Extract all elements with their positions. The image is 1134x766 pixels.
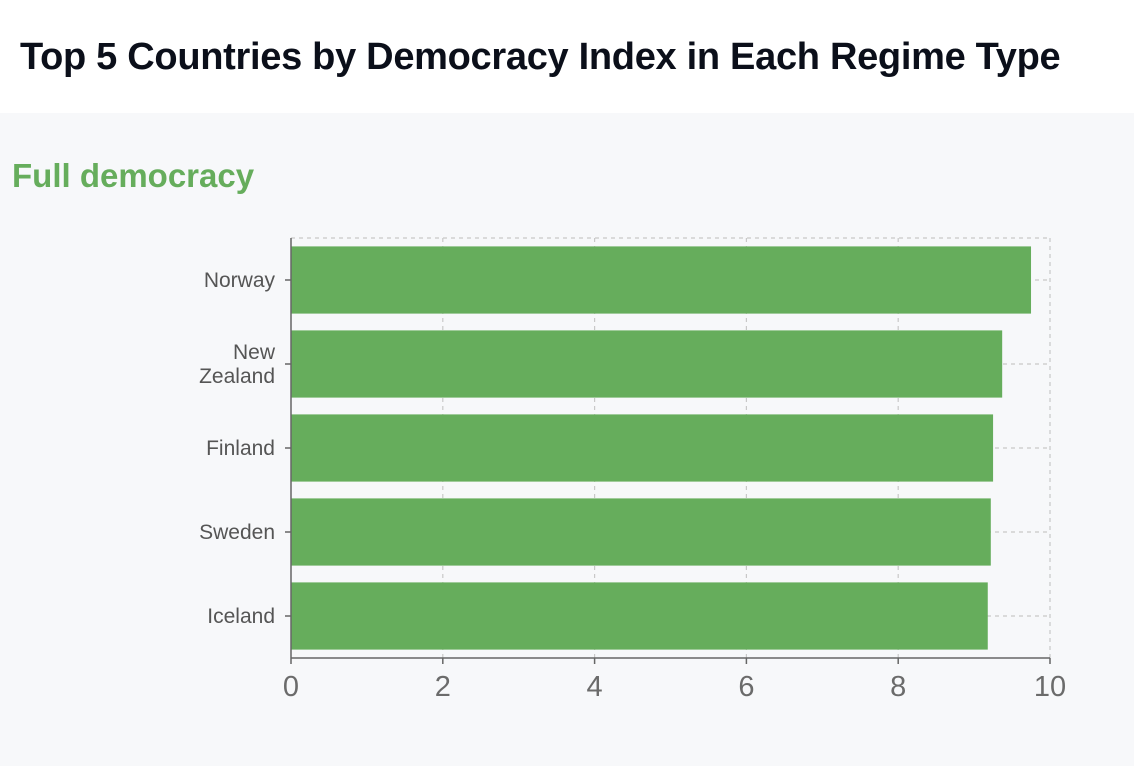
bars (291, 246, 1032, 650)
x-tick-label: 8 (890, 671, 906, 703)
panel-title: Full democracy (12, 157, 255, 194)
y-tick-label: Norway (204, 269, 276, 292)
x-tick-label: 6 (738, 671, 754, 703)
bar (291, 498, 991, 566)
x-tick-label: 2 (435, 671, 451, 703)
bar (291, 330, 1003, 398)
bar (291, 246, 1032, 314)
axes (285, 238, 1051, 664)
x-tick-label: 0 (283, 671, 299, 703)
y-tick-label: Sweden (199, 521, 275, 544)
page-title: Top 5 Countries by Democracy Index in Ea… (20, 36, 1061, 78)
tick-labels: 0 2 4 6 8 10 Norway New Zealand Finland Sweden Icel… (199, 269, 1066, 703)
bar (291, 582, 988, 650)
chart-panel: Full democracy 0 2 4 6 8 10 Norway New Zealand Fi… (0, 113, 1134, 766)
y-tick-label: New Zealand (199, 341, 276, 388)
bar (291, 414, 994, 482)
y-tick-label: Finland (206, 437, 275, 460)
page-header: Top 5 Countries by Democracy Index in Ea… (0, 0, 1134, 113)
x-tick-label: 10 (1034, 671, 1066, 703)
bar-chart: 0 2 4 6 8 10 Norway New Zealand Finland Sweden Icel… (199, 237, 1066, 703)
x-tick-label: 4 (587, 671, 603, 703)
y-tick-label: Iceland (207, 605, 275, 628)
